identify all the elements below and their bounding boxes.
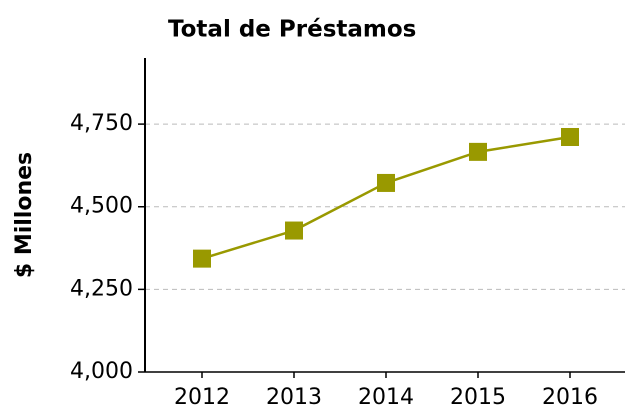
y-tick-label: 4,750 xyxy=(70,111,133,136)
x-tick-label: 2014 xyxy=(358,385,414,409)
x-tick-label: 2013 xyxy=(266,385,322,409)
chart-title: Total de Préstamos xyxy=(168,17,416,43)
marker xyxy=(561,127,579,146)
x-tick-label: 2012 xyxy=(174,385,230,409)
x-tick-label: 2016 xyxy=(542,385,598,409)
marker xyxy=(285,221,303,240)
marker xyxy=(469,142,487,161)
y-tick-label: 4,000 xyxy=(70,359,133,384)
line xyxy=(201,135,571,260)
marker xyxy=(377,173,395,192)
x-tick-label: 2015 xyxy=(450,385,506,409)
marker xyxy=(193,249,211,268)
y-axis-label: $ Millones xyxy=(12,152,37,278)
y-tick-label: 4,250 xyxy=(70,276,133,301)
y-tick-label: 4,500 xyxy=(70,194,133,219)
